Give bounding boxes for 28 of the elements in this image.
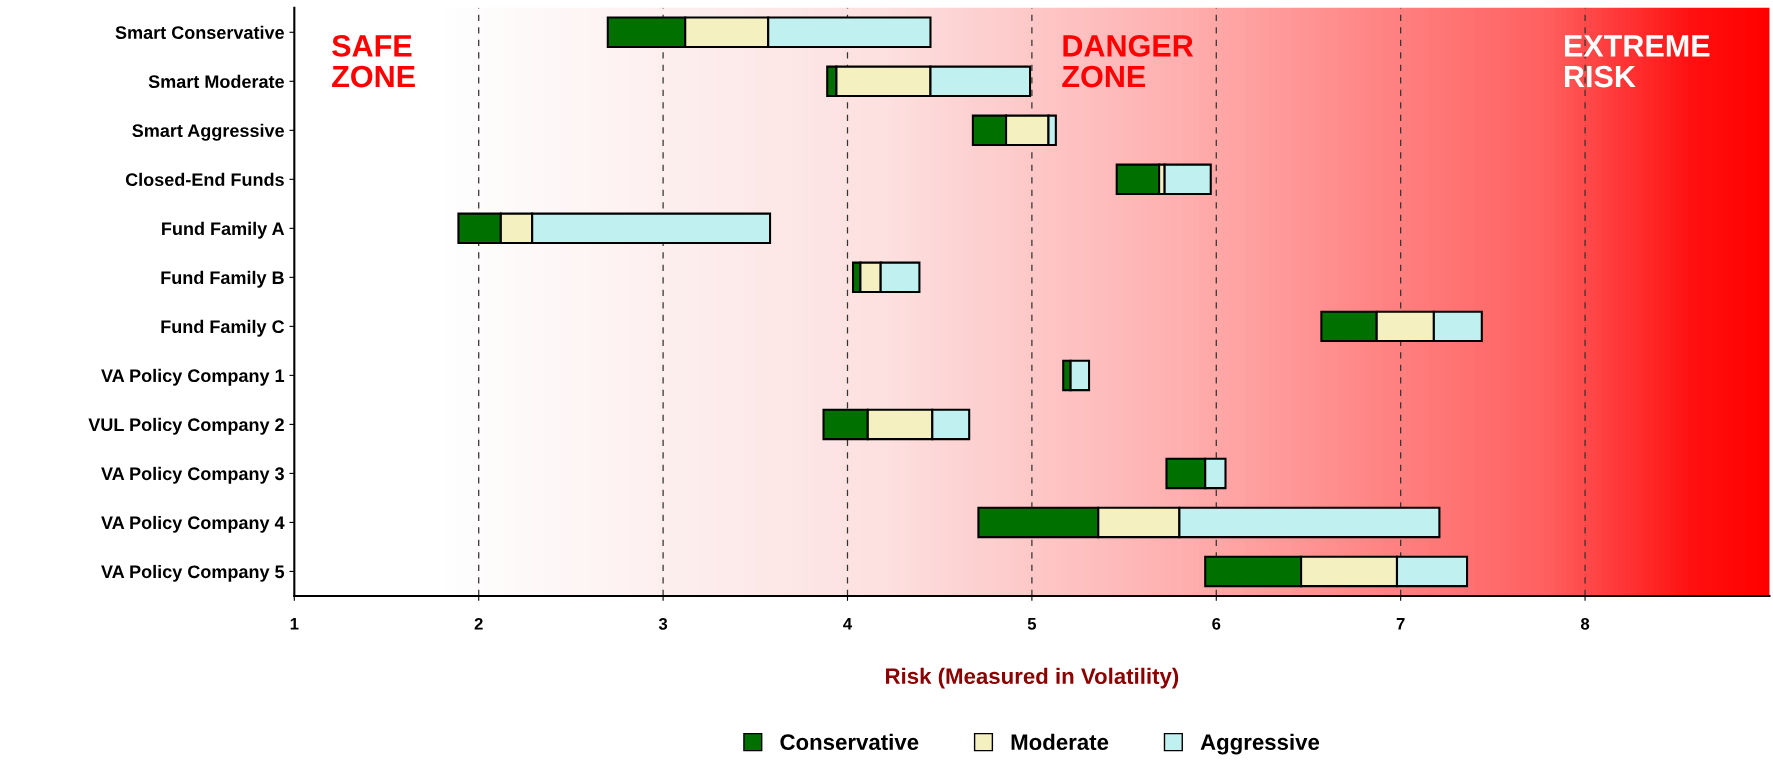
annotation: EXTREME RISK: [1564, 35, 1710, 88]
y-tick-label: Fund Family B: [161, 270, 284, 288]
y-tick-label: Smart Conservative: [115, 25, 284, 40]
y-tick-label: VA Policy Company 3: [101, 466, 284, 484]
x-tick-label: 8: [1580, 617, 1590, 630]
x-tick-label: 6: [1212, 617, 1221, 630]
annotation: DANGER ZONE: [1062, 35, 1194, 88]
bar: [1115, 163, 1161, 196]
y-tick-label: VUL Policy Company 2: [88, 417, 284, 435]
annotation: SAFE ZONE: [332, 35, 415, 88]
x-tick-label: 1: [290, 618, 299, 630]
y-tick-label: VA Policy Company 4: [101, 515, 285, 533]
y-tick-label: Fund Family C: [161, 319, 285, 337]
legend-label: Aggressive: [1200, 733, 1320, 755]
x-tick-label: 3: [658, 617, 668, 630]
y-tick-label: Smart Aggressive: [132, 123, 284, 141]
x-tick-label: 4: [843, 618, 853, 630]
legend-label: Conservative: [780, 733, 919, 751]
legend-label: Moderate: [1011, 733, 1109, 751]
y-tick-label: Fund Family A: [162, 221, 285, 239]
y-tick-label: VA Policy Company 1: [101, 368, 285, 386]
y-tick-label: Closed-End Funds: [125, 172, 284, 187]
x-tick-label: 7: [1396, 618, 1405, 630]
x-axis-title: Risk (Measured in Volatility): [886, 667, 1179, 689]
x-tick-label: 5: [1027, 618, 1037, 630]
y-tick-label: VA Policy Company 5: [101, 564, 285, 582]
x-tick-label: 2: [474, 617, 483, 630]
y-tick-label: Smart Moderate: [148, 74, 284, 89]
